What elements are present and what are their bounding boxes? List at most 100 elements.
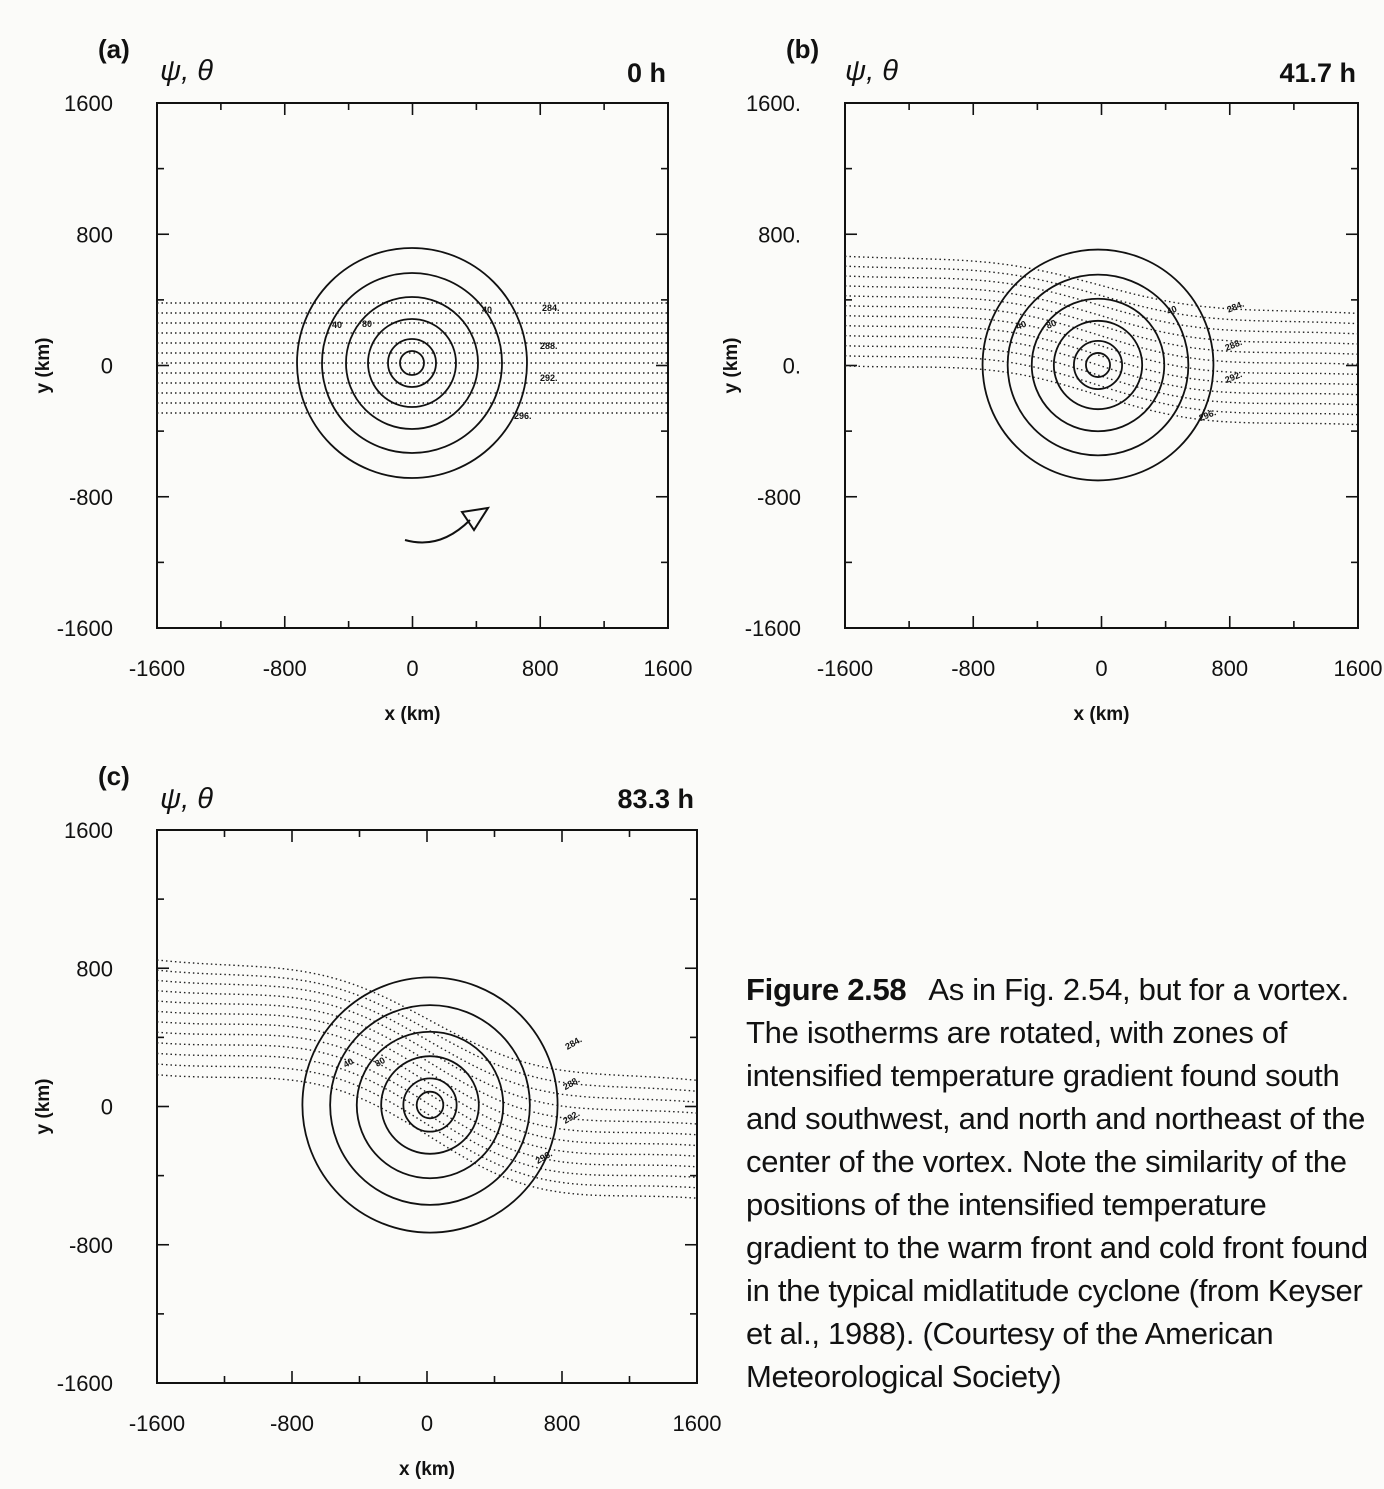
contour-label: 292.: [561, 1108, 581, 1125]
streamline-contour: [1006, 273, 1190, 457]
contour-label: 288.: [540, 341, 558, 351]
panel-letter: (c): [98, 761, 130, 791]
isotherm: [157, 1031, 697, 1157]
x-tick-label: 1600: [673, 1411, 722, 1436]
panel-letter: (b): [786, 34, 819, 64]
x-tick-label: -1600: [817, 656, 873, 681]
isotherm: [845, 345, 1358, 406]
panel-variables: ψ, θ: [160, 783, 213, 815]
streamline-contour: [1073, 340, 1123, 390]
y-tick-label: 1600: [64, 818, 113, 843]
isotherm: [845, 275, 1358, 335]
streamline-contour: [329, 1004, 531, 1206]
y-tick-label: -800: [69, 1233, 113, 1258]
streamline-contour: [981, 248, 1215, 482]
panel-time: 83.3 h: [617, 784, 694, 814]
panel-c: -1600 -800 0 800 1600 1600 800 0 -800 -1600 x (km)…: [33, 761, 721, 1480]
contour-label: 296.: [514, 411, 532, 421]
isotherm: [157, 1000, 697, 1125]
x-tick-label: 0: [406, 656, 418, 681]
y-tick-label: 800.: [758, 222, 801, 247]
isotherm: [845, 324, 1358, 386]
streamline-contour: [1085, 352, 1111, 378]
x-tick-label: -800: [270, 1411, 314, 1436]
isotherm: [845, 315, 1358, 376]
contour-label: 288.: [1224, 337, 1244, 353]
x-tick-label: 1600: [644, 656, 693, 681]
panel-letter: (a): [98, 34, 130, 64]
x-tick-label: 800: [522, 656, 559, 681]
y-tick-label: 0: [101, 1095, 113, 1120]
streamline-contour: [402, 1077, 458, 1133]
streamline-contour: [1030, 297, 1166, 433]
isotherm: [157, 1010, 697, 1136]
isotherm: [845, 265, 1358, 325]
streamline-contour: [296, 247, 528, 479]
isotherm: [157, 1063, 697, 1189]
contour-label: 40: [1165, 304, 1178, 317]
x-axis-label: x (km): [1074, 704, 1130, 725]
panel-time: 0 h: [627, 58, 666, 88]
plot-frame: [156, 102, 669, 629]
y-tick-label: -1600: [57, 1371, 113, 1396]
y-tick-label: 800: [76, 222, 113, 247]
streamline-contour: [367, 318, 457, 408]
y-tick-label: 1600: [64, 91, 113, 116]
plot-frame: [156, 829, 698, 1384]
rotation-arrowhead: [460, 506, 491, 532]
contour-label: 288.: [561, 1075, 581, 1092]
isotherm: [157, 959, 697, 1081]
isotherm: [845, 355, 1358, 416]
contour-label: 40: [1015, 319, 1028, 332]
contour-label: 292.: [540, 373, 558, 383]
y-tick-label: 800: [76, 956, 113, 981]
contour-label: 284.: [1226, 299, 1246, 315]
isotherm: [157, 1021, 697, 1147]
x-tick-label: 800: [1211, 656, 1248, 681]
x-axis-label: x (km): [385, 704, 441, 725]
streamline-contour: [399, 350, 425, 376]
x-tick-label: -800: [951, 656, 995, 681]
streamline-contour: [1052, 319, 1144, 411]
panel-variables: ψ, θ: [845, 55, 898, 87]
x-tick-label: -800: [263, 656, 307, 681]
isotherm: [845, 285, 1358, 345]
panel-time: 41.7 h: [1279, 58, 1356, 88]
y-tick-label: -1600: [745, 616, 801, 641]
y-tick-label: 0.: [783, 354, 801, 379]
contour-label: 40: [332, 320, 342, 330]
streamline-contour: [355, 1030, 505, 1180]
x-tick-label: -1600: [129, 1411, 185, 1436]
streamline-contour: [301, 976, 559, 1234]
streamline-contour: [387, 338, 437, 388]
rotation-arrow: [404, 519, 471, 544]
y-tick-label: -800: [757, 485, 801, 510]
y-tick-label: -800: [69, 485, 113, 510]
y-axis-label: y (km): [721, 338, 742, 394]
x-axis-label: x (km): [399, 1459, 455, 1480]
streamline-contour: [380, 1055, 480, 1155]
isotherm: [157, 1074, 697, 1199]
figure-caption: Figure 2.58 As in Fig. 2.54, but for a vo…: [746, 968, 1376, 1398]
y-tick-label: 1600.: [746, 91, 801, 116]
contour-label: 80: [373, 1055, 387, 1069]
y-axis-label: y (km): [33, 338, 54, 394]
isotherm: [845, 295, 1358, 355]
isotherm: [157, 1052, 697, 1178]
plot-area: 284.288.292.296.40 80: [157, 959, 697, 1234]
isotherm: [845, 255, 1358, 315]
contour-label: 40: [482, 305, 492, 315]
panel-variables: ψ, θ: [160, 55, 213, 87]
streamline-contour: [415, 1090, 445, 1120]
panel-b: -1600 -800 0 800 1600 1600. 800. 0. -800 -1600 x (…: [721, 34, 1382, 725]
caption-label: Figure 2.58: [746, 972, 907, 1007]
x-tick-label: -1600: [129, 656, 185, 681]
isotherm: [845, 365, 1358, 426]
caption-text: As in Fig. 2.54, but for a vortex. The i…: [746, 972, 1368, 1394]
streamline-contour: [345, 296, 479, 430]
isotherm: [845, 305, 1358, 365]
y-tick-label: 0: [101, 354, 113, 379]
